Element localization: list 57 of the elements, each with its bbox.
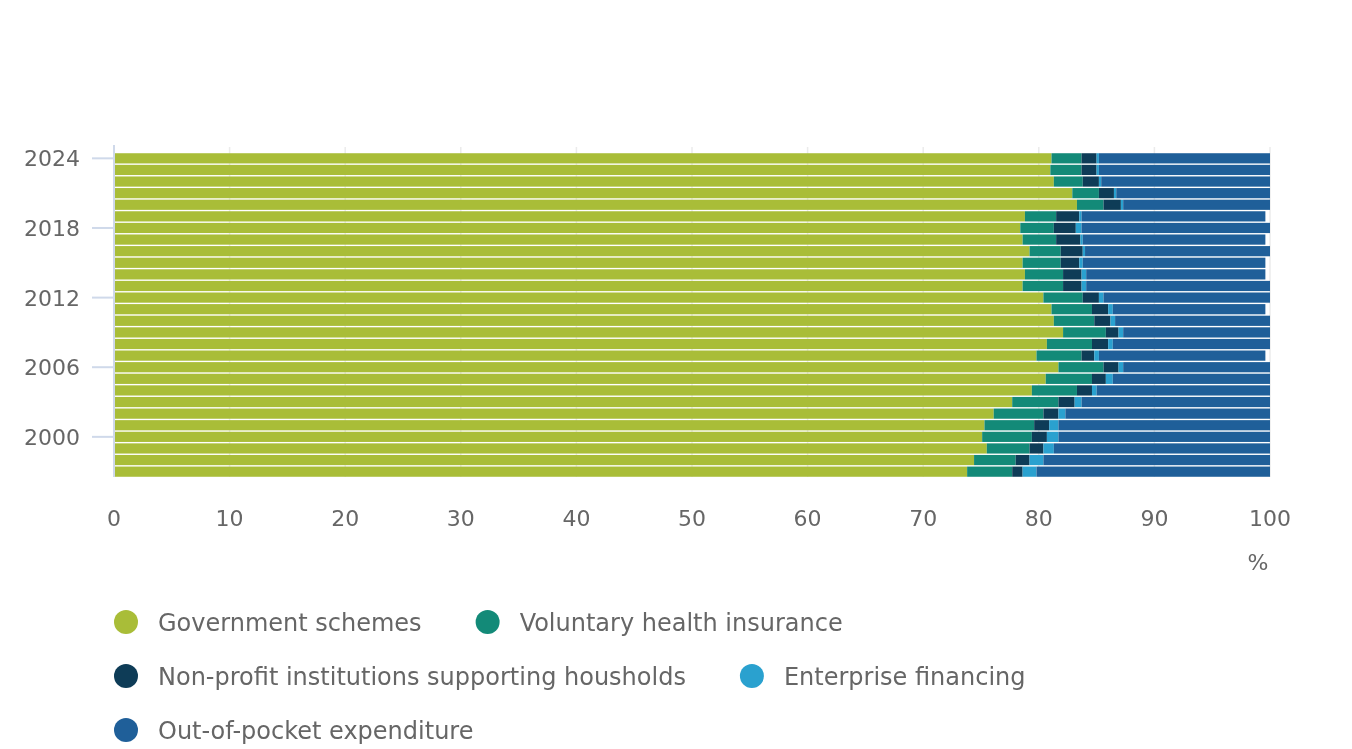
bar bbox=[1022, 466, 1037, 477]
y-tick-label: 2024 bbox=[24, 146, 80, 172]
bar bbox=[1074, 396, 1082, 408]
bar bbox=[1063, 280, 1082, 292]
y-tick-label: 2018 bbox=[24, 215, 80, 241]
x-tick-label: 70 bbox=[909, 506, 938, 531]
bar bbox=[1015, 454, 1030, 466]
bar bbox=[1098, 153, 1270, 164]
bar bbox=[1098, 292, 1104, 303]
bar bbox=[1091, 373, 1106, 384]
bar bbox=[1108, 304, 1113, 315]
bar bbox=[1098, 188, 1114, 199]
legend-label: Enterprise financing bbox=[783, 663, 1026, 691]
bar bbox=[1103, 362, 1119, 373]
x-axis-title: % bbox=[1247, 550, 1269, 575]
bar bbox=[1110, 315, 1116, 326]
x-tick-label: 30 bbox=[446, 506, 475, 531]
x-tick-label: 10 bbox=[215, 506, 244, 531]
bar bbox=[114, 466, 968, 477]
legend-label: Non-profit institutions supporting housholds bbox=[158, 663, 686, 691]
bar bbox=[1098, 176, 1102, 187]
bar bbox=[1058, 396, 1075, 408]
bar bbox=[1081, 153, 1097, 164]
bar bbox=[1058, 408, 1066, 419]
bar bbox=[1076, 385, 1092, 396]
y-tick-label: 2006 bbox=[24, 355, 80, 381]
legend-label: Out-of-pocket expenditure bbox=[158, 717, 474, 745]
bar bbox=[1091, 385, 1097, 396]
bar bbox=[1094, 350, 1099, 361]
legend-label: Voluntary health insurance bbox=[519, 609, 843, 637]
bar bbox=[1079, 211, 1082, 222]
y-tick-label: 2012 bbox=[24, 285, 80, 311]
bar bbox=[1081, 350, 1095, 361]
x-tick-label: 50 bbox=[678, 506, 706, 531]
bar bbox=[1105, 373, 1113, 384]
x-tick-label: 20 bbox=[331, 506, 360, 531]
bar bbox=[1049, 420, 1059, 431]
x-tick-label: 100 bbox=[1249, 506, 1291, 531]
x-tick-label: 90 bbox=[1140, 506, 1169, 531]
bar bbox=[1012, 466, 1023, 477]
bar bbox=[967, 466, 1013, 477]
x-tick-label: 60 bbox=[793, 506, 822, 531]
x-tick-label: 80 bbox=[1024, 506, 1053, 531]
bar bbox=[1051, 153, 1082, 164]
bar bbox=[1029, 454, 1044, 466]
bar bbox=[1118, 327, 1124, 338]
bar bbox=[1076, 199, 1104, 210]
bar bbox=[1024, 211, 1057, 222]
y-tick-label: 2000 bbox=[24, 424, 80, 450]
bar bbox=[1103, 199, 1121, 210]
bar bbox=[1108, 338, 1113, 350]
legend-label: Government schemes bbox=[158, 609, 422, 637]
x-tick-label: 0 bbox=[107, 506, 121, 531]
bar bbox=[1036, 466, 1270, 477]
bar bbox=[1056, 211, 1080, 222]
x-tick-label: 40 bbox=[562, 506, 591, 531]
bar bbox=[114, 153, 1052, 164]
